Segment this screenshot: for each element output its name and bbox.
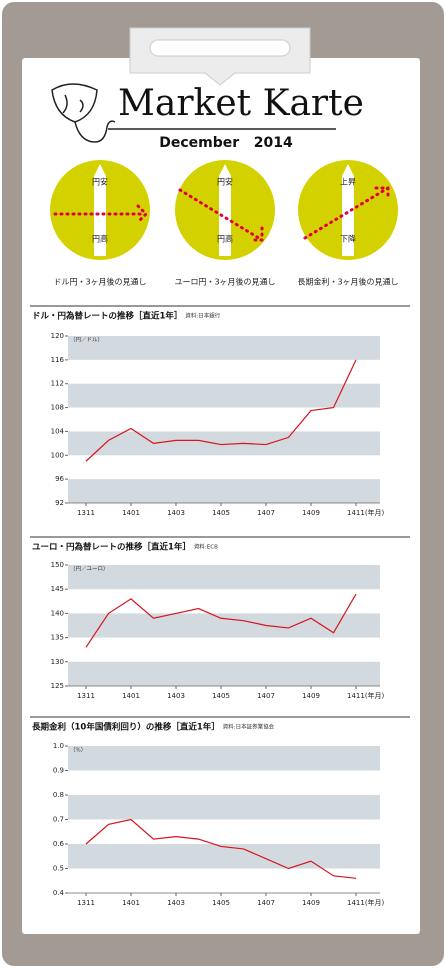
outlook-bottom: 円高 [217,234,233,244]
y-tick-label: 92 [55,499,64,507]
grid-band [68,383,380,408]
y-tick-label: 130 [51,658,64,666]
logo [51,83,116,143]
y-tick-label: 0.8 [53,791,64,799]
x-tick-label: 1407 [257,509,275,517]
grid-band [68,844,380,869]
x-tick-label: 1409 [302,509,320,517]
y-tick-label: 0.4 [53,889,65,897]
date: December 2014 [159,135,293,151]
outlook-top: 円安 [92,177,108,187]
x-tick-label: 1407 [257,899,275,907]
chart-source: 資料:ECB [194,543,218,551]
y-tick-label: 125 [51,682,64,690]
chart-source: 資料:日本銀行 [185,312,220,320]
y-tick-label: 1.0 [53,742,64,750]
grid-band [68,565,380,590]
outlook-bar [342,164,354,256]
outlook-arrow [303,186,390,240]
chart-title: 長期金利（10年国債利回り）の推移［直近1年］ [32,722,220,733]
grid-band [68,661,380,686]
x-tick-label: 1401 [122,509,140,517]
y-tick-label: 140 [51,609,64,617]
x-tick-label: 1405 [212,509,230,517]
y-unit: （円／ドル） [70,337,103,344]
y-tick-label: 0.9 [53,767,64,775]
x-tick-label: 1409 [302,899,320,907]
grid-band [68,613,380,638]
x-tick-label: 1311 [77,899,95,907]
line [85,818,357,879]
outlook-bar [94,164,106,256]
grid-band [68,795,380,820]
chart-source: 資料:日本証券業協会 [223,723,275,731]
outlook-caption: 長期金利・3ヶ月後の見通し [297,277,398,287]
clip-hole [149,39,291,57]
x-tick-label: 1311 [77,692,95,700]
outlook-top: 円安 [217,177,233,187]
y-tick-label: 150 [51,561,64,569]
outlook-top: 上昇 [340,178,356,187]
y-tick-label: 120 [51,332,64,340]
line [85,593,357,648]
y-tick-label: 145 [51,585,64,593]
grid-band [68,336,380,360]
outlook-caption: ドル円・3ヶ月後の見通し [53,277,146,287]
outlook-usdjpy: 円安 円高 ドル円・3ヶ月後の見通し [50,160,150,287]
outlook-caption: ユーロ円・3ヶ月後の見通し [174,277,275,287]
x-tick-label: 1411(年月) [347,508,385,517]
grid-band [68,746,380,771]
grid-band [68,431,380,456]
y-tick-label: 112 [51,380,64,388]
x-tick-label: 1403 [167,692,185,700]
x-tick-label: 1403 [167,509,185,517]
outlook-rate: 上昇 下降 長期金利・3ヶ月後の見通し [297,160,399,287]
grid-band [68,479,380,503]
y-unit: （円／ユーロ） [70,566,109,573]
y-tick-label: 0.7 [53,816,64,824]
x-tick-label: 1405 [212,692,230,700]
x-tick-label: 1407 [257,692,275,700]
y-tick-label: 0.5 [53,865,64,873]
outlook-bottom: 円高 [92,234,108,244]
y-tick-label: 135 [51,634,64,642]
y-tick-label: 0.6 [53,840,65,848]
y-tick-label: 108 [51,404,64,412]
title: Market Karte [118,83,364,124]
x-tick-label: 1403 [167,899,185,907]
chart-title: ユーロ・円為替レートの推移［直近1年］ [32,542,191,553]
y-unit: （%） [70,747,86,754]
outlook-bottom: 下降 [340,234,356,244]
x-tick-label: 1401 [122,899,140,907]
x-tick-label: 1411(年月) [347,691,385,700]
y-tick-label: 116 [51,356,65,364]
y-tick-label: 100 [51,451,64,459]
x-tick-label: 1411(年月) [347,898,385,907]
outlook-arrow [53,204,149,224]
y-tick-label: 104 [51,427,65,435]
line [85,359,357,462]
x-tick-label: 1409 [302,692,320,700]
x-tick-label: 1401 [122,692,140,700]
outlook-arrow [178,188,264,242]
outlook-bar [219,164,231,256]
y-tick-label: 96 [55,475,64,483]
x-tick-label: 1405 [212,899,230,907]
outlook-eurjpy: 円安 円高 ユーロ円・3ヶ月後の見通し [174,160,276,287]
x-tick-label: 1311 [77,509,95,517]
chart-title: ドル・円為替レートの推移［直近1年］ [32,311,182,322]
